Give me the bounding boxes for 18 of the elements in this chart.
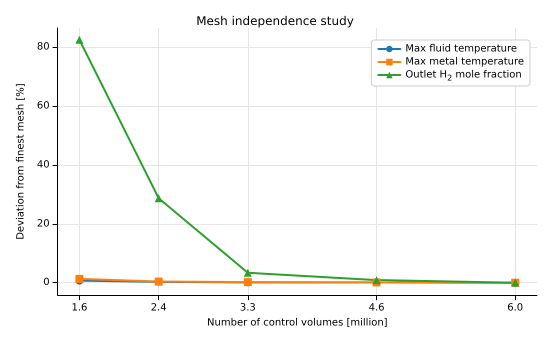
y-tick-label: 0	[43, 277, 50, 288]
legend-label: Max metal temperature	[405, 56, 524, 68]
x-tick-label: 6.0	[507, 302, 524, 314]
y-tick-label: 80	[36, 42, 50, 53]
y-tick-label: 60	[36, 100, 50, 112]
y-axis-title: Deviation from finest mesh [%]	[16, 83, 26, 240]
point	[244, 268, 252, 277]
y-tick-label: 20	[36, 218, 50, 230]
x-tick-label: 3.3	[240, 302, 256, 314]
legend-label: Max fluid temperature	[405, 44, 518, 54]
point	[154, 194, 163, 202]
x-tick-label: 4.6	[368, 302, 384, 314]
y-tick-label: 40	[36, 159, 50, 170]
x-tick-label: 1.6	[71, 302, 88, 314]
x-tick-label: 2.4	[150, 302, 167, 314]
point	[75, 36, 84, 44]
x-axis-title: Number of control volumes [million]	[207, 318, 388, 328]
chart-title: Mesh independence study	[196, 14, 354, 28]
